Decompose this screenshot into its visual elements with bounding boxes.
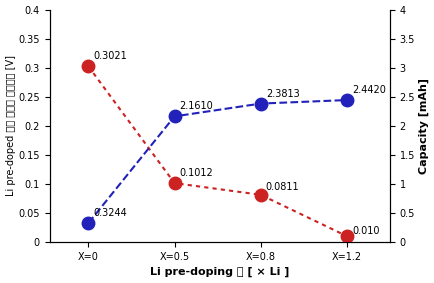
Y-axis label: Capacity [mAh]: Capacity [mAh] [418, 78, 428, 174]
Text: 0.3244: 0.3244 [93, 207, 127, 218]
Text: 2.1610: 2.1610 [179, 101, 213, 111]
Text: 0.010: 0.010 [351, 226, 378, 236]
Text: 0.3021: 0.3021 [93, 51, 127, 61]
Text: 2.3813: 2.3813 [265, 89, 299, 98]
X-axis label: Li pre-doping 양 [ × Li ]: Li pre-doping 양 [ × Li ] [150, 267, 289, 277]
Text: 2.4420: 2.4420 [351, 85, 385, 95]
Text: 0.0811: 0.0811 [265, 182, 299, 192]
Text: 0.1012: 0.1012 [179, 168, 213, 177]
Y-axis label: Li pre-doped 탄소 전극의 하한전압 [V]: Li pre-doped 탄소 전극의 하한전압 [V] [6, 55, 16, 196]
